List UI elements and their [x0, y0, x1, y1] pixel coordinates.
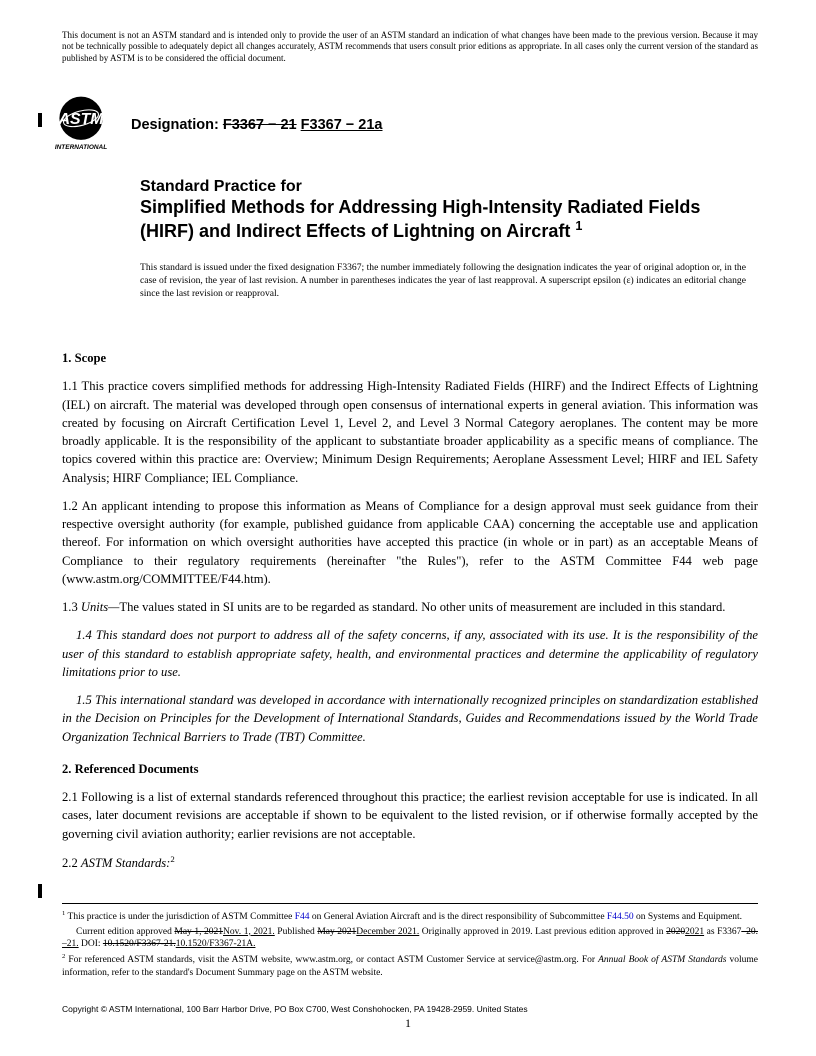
scope-1-1: 1.1 This practice covers simplified meth…: [62, 377, 758, 487]
designation-line: Designation: F3367 − 21 F3367 − 21a: [131, 117, 383, 133]
change-bar-footnote: [38, 884, 42, 898]
scope-1-4: 1.4 This standard does not purport to ad…: [62, 626, 758, 681]
body-text: 1. Scope 1.1 This practice covers simpli…: [62, 335, 758, 882]
page-number: 1: [0, 1016, 816, 1031]
committee-f44-link[interactable]: F44: [295, 912, 310, 922]
footnote-2: 2 For referenced ASTM standards, visit t…: [62, 953, 758, 980]
scope-heading: 1. Scope: [62, 349, 758, 367]
scope-1-3: 1.3 Units—The values stated in SI units …: [62, 598, 758, 616]
referenced-heading: 2. Referenced Documents: [62, 760, 758, 778]
change-bar: [38, 113, 42, 127]
title-prefix: Standard Practice for: [140, 178, 756, 196]
header-block: ASTM INTERNATIONAL Designation: F3367 − …: [45, 95, 383, 153]
scope-1-2: 1.2 An applicant intending to propose th…: [62, 497, 758, 588]
footnotes: 1 This practice is under the jurisdictio…: [62, 903, 758, 982]
ref-2-2: 2.2 ASTM Standards:2: [62, 853, 758, 872]
title-main: Simplified Methods for Addressing High-I…: [140, 196, 756, 242]
designation-new: F3367 − 21a: [301, 117, 383, 133]
svg-text:INTERNATIONAL: INTERNATIONAL: [55, 144, 107, 151]
scope-1-5: 1.5 This international standard was deve…: [62, 691, 758, 746]
subcommittee-f4450-link[interactable]: F44.50: [607, 912, 634, 922]
top-disclaimer: This document is not an ASTM standard an…: [62, 30, 758, 64]
astm-logo: ASTM INTERNATIONAL: [45, 95, 117, 153]
footnote-edition: Current edition approved May 1, 2021Nov.…: [62, 926, 758, 952]
title-block: Standard Practice for Simplified Methods…: [140, 178, 756, 242]
copyright-line: Copyright © ASTM International, 100 Barr…: [62, 1004, 528, 1014]
issuance-note: This standard is issued under the fixed …: [140, 262, 746, 301]
svg-text:ASTM: ASTM: [58, 111, 105, 128]
ref-2-1: 2.1 Following is a list of external stan…: [62, 788, 758, 843]
designation-old: F3367 − 21: [223, 117, 297, 133]
footnote-1: 1 This practice is under the jurisdictio…: [62, 910, 758, 924]
